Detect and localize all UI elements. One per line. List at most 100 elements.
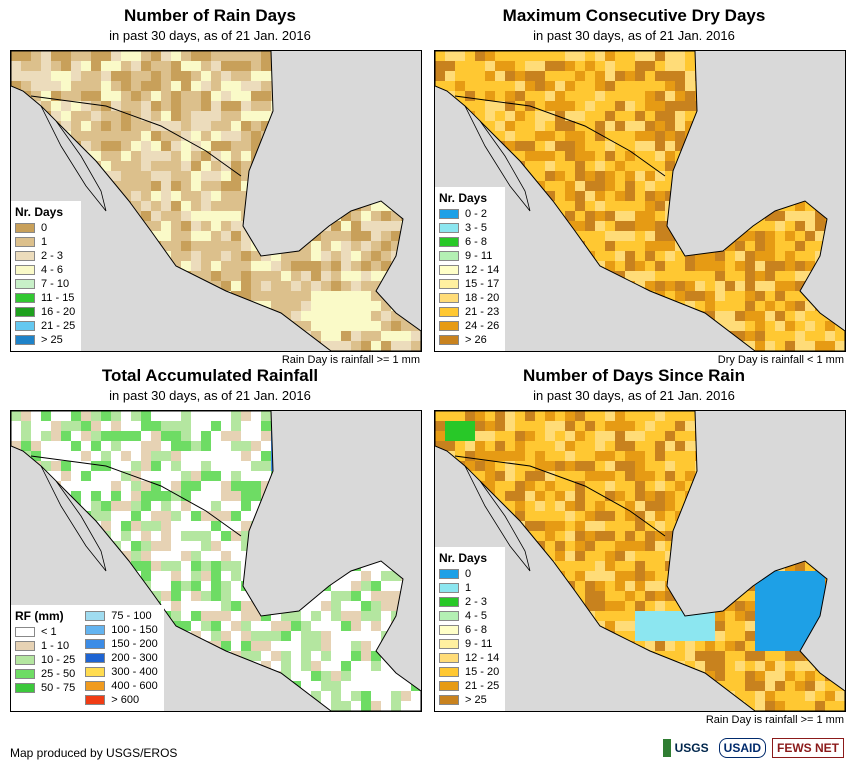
legend-item: 1 bbox=[15, 235, 75, 249]
legend-swatch bbox=[15, 293, 35, 303]
map-max-dry-days: Nr. Days 0 - 2 3 - 5 6 - 8 9 - 11 12 - 14 15 … bbox=[434, 50, 846, 352]
panel-max-dry-days: Maximum Consecutive Dry Days in past 30 … bbox=[424, 6, 846, 366]
legend-swatch bbox=[439, 293, 459, 303]
legend-item: 4 - 6 bbox=[15, 263, 75, 277]
legend-item: 1 bbox=[439, 581, 499, 595]
legend-item: 6 - 8 bbox=[439, 235, 499, 249]
legend-swatch bbox=[439, 653, 459, 663]
legend-swatch bbox=[439, 265, 459, 275]
legend-label: 100 - 150 bbox=[111, 624, 158, 636]
legend-label: 75 - 100 bbox=[111, 610, 152, 622]
legend-item: 400 - 600 bbox=[85, 679, 158, 693]
legend-item: 100 - 150 bbox=[85, 623, 158, 637]
legend-item: 21 - 25 bbox=[15, 319, 75, 333]
legend-title: Nr. Days bbox=[439, 551, 488, 565]
legend-label: > 26 bbox=[465, 334, 487, 346]
legend-label: 21 - 25 bbox=[41, 320, 76, 332]
legend-item: 9 - 11 bbox=[439, 249, 499, 263]
legend-label: 12 - 14 bbox=[465, 652, 500, 664]
legend-swatch bbox=[85, 639, 106, 649]
legend-label: 9 - 11 bbox=[465, 638, 493, 650]
legend-swatch bbox=[439, 583, 459, 593]
legend-swatch bbox=[439, 321, 459, 331]
legend-item: 300 - 400 bbox=[85, 665, 158, 679]
legend-label: 0 bbox=[465, 568, 472, 580]
legend-swatch bbox=[439, 681, 459, 691]
legend-item: 4 - 5 bbox=[439, 609, 499, 623]
legend-label: 25 - 50 bbox=[41, 668, 76, 680]
legend-swatch bbox=[439, 667, 459, 677]
map-canvas bbox=[11, 51, 421, 351]
legend-label: 16 - 20 bbox=[41, 306, 76, 318]
legend-swatch bbox=[85, 681, 106, 691]
legend-item: 2 - 3 bbox=[15, 249, 75, 263]
panel-note: Rain Day is rainfall >= 1 mm bbox=[705, 714, 844, 726]
map-legend: RF (mm) < 1 1 - 10 10 - 25 25 - 50 50 - 75 7… bbox=[11, 605, 164, 711]
panel-rain-days: Number of Rain Days in past 30 days, as … bbox=[0, 6, 422, 366]
legend-item: 3 - 5 bbox=[439, 221, 499, 235]
legend-label: 7 - 10 bbox=[41, 278, 70, 290]
legend-swatch bbox=[439, 639, 459, 649]
legend-swatch bbox=[15, 321, 35, 331]
legend-label: 10 - 25 bbox=[41, 654, 76, 666]
panel-title: Total Accumulated Rainfall bbox=[101, 366, 319, 385]
legend-swatch bbox=[439, 611, 459, 621]
fews-net-logo: FEWS NET bbox=[772, 738, 844, 758]
legend-label: > 25 bbox=[465, 694, 487, 706]
legend-item: 21 - 25 bbox=[439, 679, 499, 693]
legend-label: 1 bbox=[465, 582, 472, 594]
legend-label: 15 - 20 bbox=[465, 666, 500, 678]
legend-label: 50 - 75 bbox=[41, 682, 76, 694]
legend-item: 15 - 20 bbox=[439, 665, 499, 679]
legend-title: Nr. Days bbox=[15, 205, 64, 219]
legend-label: 11 - 15 bbox=[41, 292, 75, 304]
legend-swatch bbox=[439, 695, 459, 705]
legend-label: 400 - 600 bbox=[111, 680, 158, 692]
legend-label: 18 - 20 bbox=[465, 292, 500, 304]
legend-item: 6 - 8 bbox=[439, 623, 499, 637]
footer-credit: Map produced by USGS/EROS bbox=[10, 746, 178, 760]
legend-swatch bbox=[439, 223, 459, 233]
legend-item: 0 bbox=[15, 221, 75, 235]
legend-label: 300 - 400 bbox=[111, 666, 158, 678]
legend-label: 24 - 26 bbox=[465, 320, 500, 332]
legend-swatch bbox=[15, 223, 35, 233]
legend-label: 21 - 25 bbox=[465, 680, 500, 692]
legend-swatch bbox=[15, 335, 35, 345]
panel-subtitle: in past 30 days, as of 21 Jan. 2016 bbox=[533, 28, 735, 43]
map-total-rainfall: RF (mm) < 1 1 - 10 10 - 25 25 - 50 50 - 75 7… bbox=[10, 410, 422, 712]
legend-label: 200 - 300 bbox=[111, 652, 158, 664]
legend-label: 0 - 2 bbox=[465, 208, 488, 220]
panel-note: Dry Day is rainfall < 1 mm bbox=[717, 354, 844, 366]
legend-swatch bbox=[439, 625, 459, 635]
legend-swatch bbox=[85, 667, 106, 677]
legend-label: 6 - 8 bbox=[465, 236, 488, 248]
legend-label: 2 - 3 bbox=[465, 596, 488, 608]
legend-swatch bbox=[439, 237, 459, 247]
panel-subtitle: in past 30 days, as of 21 Jan. 2016 bbox=[109, 28, 311, 43]
legend-item: 24 - 26 bbox=[439, 319, 499, 333]
legend-swatch bbox=[439, 307, 459, 317]
legend-swatch bbox=[439, 279, 459, 289]
map-canvas bbox=[435, 51, 845, 351]
legend-item: 9 - 11 bbox=[439, 637, 499, 651]
logo-strip: USGS USAID FEWS NET bbox=[662, 738, 844, 758]
panel-subtitle: in past 30 days, as of 21 Jan. 2016 bbox=[109, 388, 311, 403]
legend-item: 15 - 17 bbox=[439, 277, 499, 291]
legend-item: 12 - 14 bbox=[439, 651, 499, 665]
legend-item: > 600 bbox=[85, 693, 157, 707]
legend-swatch bbox=[439, 251, 459, 261]
usgs-logo: USGS bbox=[662, 739, 713, 757]
legend-swatch bbox=[15, 237, 35, 247]
legend-swatch bbox=[85, 611, 106, 621]
legend-swatch bbox=[15, 279, 35, 289]
legend-item: 7 - 10 bbox=[15, 277, 75, 291]
legend-swatch bbox=[15, 627, 35, 637]
map-legend: Nr. Days 0 1 2 - 3 4 - 5 6 - 8 9 - 11 12 - 14 1… bbox=[435, 547, 506, 711]
legend-swatch bbox=[15, 683, 35, 693]
legend-label: 12 - 14 bbox=[465, 264, 500, 276]
legend-swatch bbox=[15, 641, 35, 651]
legend-swatch bbox=[85, 695, 106, 705]
legend-label: 0 bbox=[41, 222, 48, 234]
usaid-logo: USAID bbox=[718, 738, 766, 758]
